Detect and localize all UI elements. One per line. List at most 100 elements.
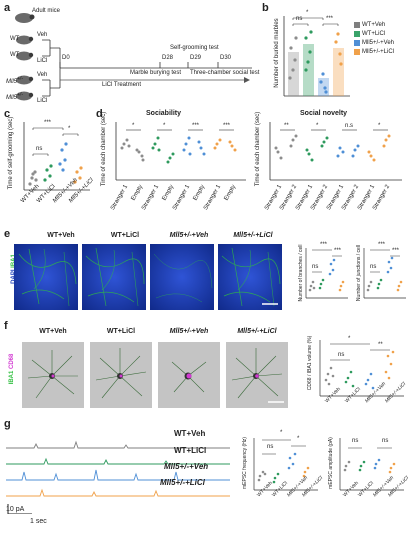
panel-letter-a: a <box>4 2 11 14</box>
panel-g-charts <box>253 438 404 491</box>
mll5-licl-tx-label: LiCl <box>37 98 48 104</box>
wt-licl-tx-label: LiCl <box>37 58 48 64</box>
panel-c-sig-2: *** <box>44 120 52 126</box>
panel-e-title-1: WT+Veh <box>47 232 75 239</box>
mll5-veh-group-label: Mll5+/- <box>6 76 23 85</box>
trace-label-mll5-licl: Mll5+/-+LiCl <box>160 478 205 487</box>
legend-swatch <box>354 22 360 28</box>
novelty-ylabel: Time of each chamber (sec) <box>255 111 261 187</box>
legend-swatch <box>354 31 360 37</box>
panel-b-chart: ns * *** Number of buried marbles WT+Veh… <box>262 8 406 108</box>
legend-item: WT+Veh <box>354 22 406 28</box>
marble-burying-plot <box>283 16 350 97</box>
novelty-sig-3: n.s <box>345 123 354 129</box>
panel-f-sig-1: ns <box>338 352 345 358</box>
trace-mll5-licl <box>6 488 230 497</box>
novelty-sig-2: * <box>316 123 319 129</box>
sociability-title: Sociability <box>146 110 182 117</box>
panel-letter-f: f <box>4 320 8 332</box>
timeline-d0: D0 <box>62 55 70 61</box>
trace-label-wt-veh: WT+Veh <box>174 429 206 438</box>
panel-e-ylabel-1: Number of branches / cell <box>298 244 304 302</box>
legend-swatch <box>354 40 360 46</box>
panel-f-title-4: Mll5+/-+LiCl <box>237 328 277 335</box>
sociability-sig-2: * <box>163 123 166 129</box>
panel-f-title-2: WT+LiCl <box>106 328 136 335</box>
microglia-wt-veh <box>22 342 84 408</box>
panel-e-sig2-2: *** <box>378 242 386 248</box>
panel-f-sig-2: * <box>348 336 351 342</box>
panel-g-sig1-1: ns <box>267 444 274 450</box>
panel-f-ylabel: CD68 / IBA1 volume (%) <box>307 335 313 391</box>
panel-f-title-1: WT+Veh <box>39 328 67 335</box>
panel-b-sig-1: ns <box>296 16 303 22</box>
microglia-wt-licl <box>90 342 152 408</box>
panel-e-ylabel-2: Number of junctions / cell <box>356 244 362 302</box>
panel-b-ylabel: Number of buried marbles <box>274 18 280 88</box>
panel-b-sig-2: * <box>306 10 309 16</box>
sociability-sig-1: * <box>132 123 135 129</box>
panel-f-microglia <box>22 342 288 408</box>
wt-veh-group-label: WT <box>10 36 20 42</box>
scale-bar-y: 10 pA <box>6 506 25 513</box>
scale-bar-x: 1 sec <box>30 518 47 525</box>
panel-g-ylabel-2: mEPSC amplitude (pA) <box>328 437 334 489</box>
panel-letter-e: e <box>4 228 11 240</box>
panel-letter-b: b <box>262 2 269 14</box>
novelty-sig-4: * <box>378 123 381 129</box>
panel-e-title-3: Mll5+/-+Veh <box>169 232 209 239</box>
mll5-veh-tx-label: Veh <box>37 72 48 78</box>
sociability-sig-3: *** <box>192 123 200 129</box>
panel-c-ylabel: Time of self-grooming (sec) <box>8 116 14 190</box>
microglia-mll5-veh <box>158 342 220 408</box>
social-novelty-title: Social novelty <box>300 110 348 117</box>
trace-label-wt-licl: WT+LiCl <box>174 446 207 455</box>
trace-label-mll5-veh: Mll5+/-+Veh <box>164 462 209 471</box>
sociability-sig-4: *** <box>223 123 231 129</box>
panel-g-sig1-3: * <box>297 436 300 442</box>
timeline-d30: D30 <box>220 55 232 61</box>
panel-g-sig1-2: * <box>280 430 283 436</box>
legend-item: Mll5+/-+Veh <box>354 40 406 46</box>
self-grooming-plot <box>23 122 90 191</box>
panel-c-sig-3: * <box>68 126 71 132</box>
panel-e-sig2-3: *** <box>392 248 400 254</box>
three-chamber-plots <box>115 122 402 181</box>
panel-g-sig2-1: ns <box>352 438 359 444</box>
panel-b-sig-3: *** <box>326 16 334 22</box>
mll5-licl-group-label: Mll5+/- <box>6 92 23 101</box>
micrograph-mll5-licl <box>218 244 282 310</box>
panel-f-sig-3: ** <box>378 342 383 348</box>
panel-e: DAPI IBA1 WT+Veh WT+LiCl Mll5+/-+Veh Mll… <box>4 232 408 320</box>
panel-g-sig2-2: ns <box>382 438 389 444</box>
timeline-d29: D29 <box>190 55 202 61</box>
trace-mll5-veh <box>6 469 230 481</box>
microglia-mll5-licl <box>226 342 288 408</box>
marble-label: Marble burying test <box>130 70 182 76</box>
adult-mice-label: Adult mice <box>32 8 61 14</box>
legend-item: WT+LiCl <box>354 31 406 37</box>
selfgroom-label: Self-grooming test <box>170 45 219 51</box>
panel-f-title-3: Mll5+/-+Veh <box>169 328 209 335</box>
trace-wt-licl <box>6 457 230 465</box>
sociability-ylabel: Time of each chamber (sec) <box>101 111 107 187</box>
panel-e-sig1-3: *** <box>334 248 342 254</box>
panel-a-schematic: Adult mice WT Veh WT LiCl Mll5+/- Veh Ml… <box>6 8 259 108</box>
panel-c-sig-1: ns <box>36 146 43 152</box>
panel-g-ylabel-1: mEPSC frequency (Hz) <box>242 437 248 489</box>
panel-letter-d: d <box>96 108 103 120</box>
mepsc-traces <box>6 440 230 514</box>
panel-letter-g: g <box>4 418 11 430</box>
panel-f: IBA1 CD68 WT+Veh WT+LiCl Mll5+/-+Veh Mll… <box>4 328 408 422</box>
group-legend: WT+Veh WT+LiCl Mll5+/-+Veh Mll5+/-+LiCl <box>354 22 406 55</box>
panel-letter-c: c <box>4 108 11 120</box>
trace-wt-veh <box>6 440 230 449</box>
panel-e-title-2: WT+LiCl <box>110 232 140 239</box>
legend-item: Mll5+/-+LiCl <box>354 49 406 55</box>
panel-f-chart <box>319 340 404 397</box>
timeline-d28: D28 <box>162 55 174 61</box>
panel-e-micrographs <box>14 244 282 310</box>
panel-f-side-label: IBA1 CD68 <box>9 353 15 385</box>
micrograph-wt-veh <box>14 244 78 310</box>
novelty-sig-1: ** <box>284 123 289 129</box>
